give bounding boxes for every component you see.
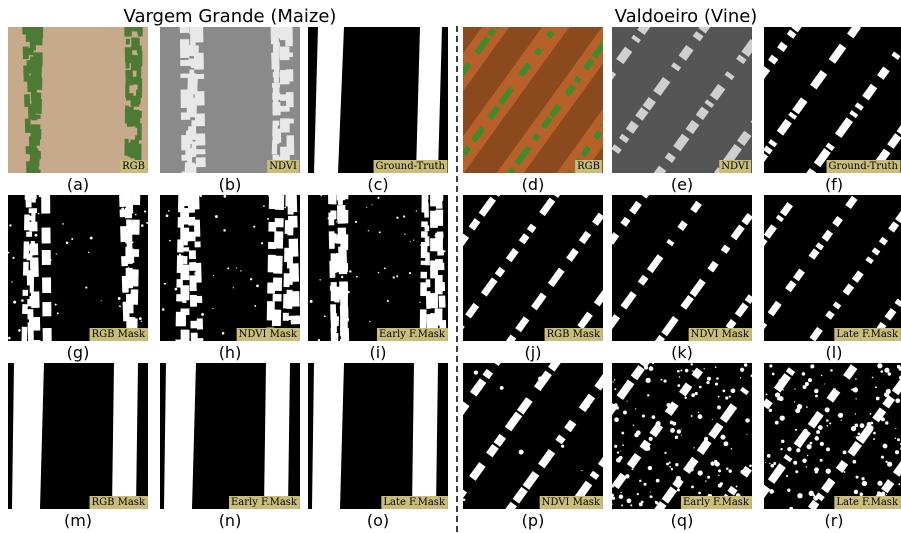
panel-tag: RGB Mask xyxy=(547,329,601,340)
panel-tag: Ground-Truth xyxy=(829,161,899,172)
panel-letter: (h) xyxy=(219,343,242,362)
panel-image xyxy=(8,27,148,173)
panel-tag: Late F.Mask xyxy=(383,497,446,508)
panel-tag: NDVI xyxy=(721,161,749,172)
panel-tag: NDVI Mask xyxy=(691,329,750,340)
panel-tag: RGB Mask xyxy=(92,329,146,340)
panel-letter: (m) xyxy=(64,511,92,530)
panel-letter: (p) xyxy=(522,511,545,530)
panel-letter: (o) xyxy=(367,511,389,530)
panel-letter: (e) xyxy=(671,175,693,194)
group-title: Vargem Grande (Maize) xyxy=(124,6,337,27)
panel-image xyxy=(160,27,300,173)
panel-tag: Early F.Mask xyxy=(231,497,298,508)
panel-tag: RGB xyxy=(122,161,145,172)
figure: Vargem Grande (Maize) Valdoeiro (Vine) R… xyxy=(0,0,901,533)
panel-letter: (c) xyxy=(367,175,388,194)
panel-tag: Ground-Truth xyxy=(376,161,446,172)
panel-letter: (b) xyxy=(219,175,242,194)
panel-letter: (q) xyxy=(671,511,694,530)
panel-letter: (n) xyxy=(219,511,242,530)
panel-tag: RGB Mask xyxy=(92,497,146,508)
panel-tag: Early F.Mask xyxy=(683,497,750,508)
panel-letter: (j) xyxy=(525,343,542,362)
panel-letter: (i) xyxy=(370,343,387,362)
panel-image xyxy=(160,194,300,342)
panel-tag: Late F.Mask xyxy=(836,329,899,340)
panel-tag: NDVI Mask xyxy=(542,497,601,508)
panel-letter: (d) xyxy=(522,175,545,194)
group-title: Valdoeiro (Vine) xyxy=(615,6,758,27)
panel-letter: (f) xyxy=(825,175,843,194)
panel-image xyxy=(160,363,300,509)
panel-image xyxy=(7,194,148,341)
panel-image xyxy=(8,363,148,509)
panel-tag: Early F.Mask xyxy=(379,329,446,340)
panel-image xyxy=(308,363,448,509)
panel-tag: NDVI xyxy=(269,161,297,172)
panel-letter: (r) xyxy=(824,511,843,530)
panel-tag: Late F.Mask xyxy=(836,497,899,508)
panel-image xyxy=(308,27,448,173)
panel-tag: RGB xyxy=(577,161,600,172)
panel-image xyxy=(308,195,448,342)
panel-letter: (a) xyxy=(67,175,89,194)
panel-tag: NDVI Mask xyxy=(239,329,298,340)
panel-letter: (l) xyxy=(826,343,843,362)
panel-letter: (k) xyxy=(671,343,693,362)
panel-letter: (g) xyxy=(67,343,90,362)
